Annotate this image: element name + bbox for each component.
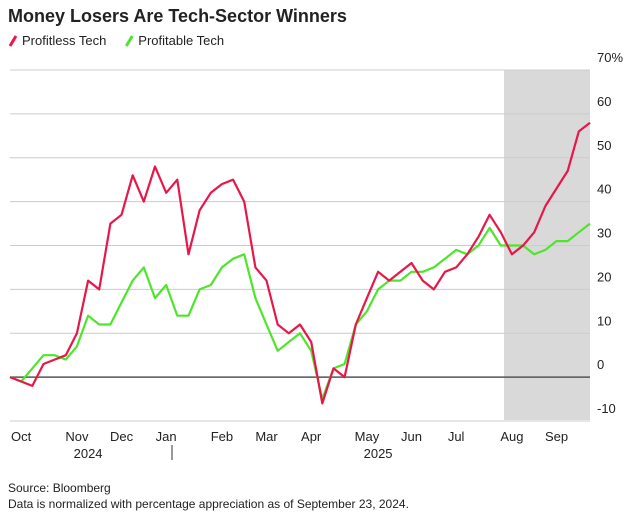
y-tick-label: 50	[597, 138, 611, 153]
y-tick-label: 20	[597, 269, 611, 284]
y-tick-label: 10	[597, 313, 611, 328]
y-tick-label: 30	[597, 226, 611, 241]
chart-title: Money Losers Are Tech-Sector Winners	[8, 6, 347, 26]
year-label: 2025	[364, 446, 393, 461]
x-tick-label: Jun	[401, 429, 422, 444]
year-label: 2024	[74, 446, 103, 461]
y-tick-label: 60	[597, 94, 611, 109]
legend-label: Profitless Tech	[22, 33, 106, 48]
y-tick-label: 0	[597, 357, 604, 372]
series-line	[9, 222, 591, 401]
x-tick-label: Aug	[500, 429, 523, 444]
x-tick-label: Dec	[110, 429, 134, 444]
x-tick-label: Jul	[448, 429, 465, 444]
y-tick-label: -10	[597, 401, 616, 416]
x-tick-label: Oct	[11, 429, 32, 444]
x-tick-label: May	[355, 429, 380, 444]
note: Data is normalized with percentage appre…	[8, 497, 409, 511]
x-tick-label: Sep	[545, 429, 568, 444]
source: Source: Bloomberg	[8, 481, 111, 495]
legend-label: Profitable Tech	[138, 33, 224, 48]
x-tick-label: Feb	[211, 429, 233, 444]
x-tick-label: Jan	[156, 429, 177, 444]
x-tick-label: Apr	[301, 429, 322, 444]
y-tick-label: 40	[597, 182, 611, 197]
legend-swatch	[8, 35, 18, 47]
y-tick-label: 70%	[597, 50, 623, 65]
series-line	[9, 121, 591, 405]
x-tick-label: Mar	[255, 429, 278, 444]
legend-swatch	[125, 35, 134, 47]
x-tick-label: Nov	[65, 429, 89, 444]
